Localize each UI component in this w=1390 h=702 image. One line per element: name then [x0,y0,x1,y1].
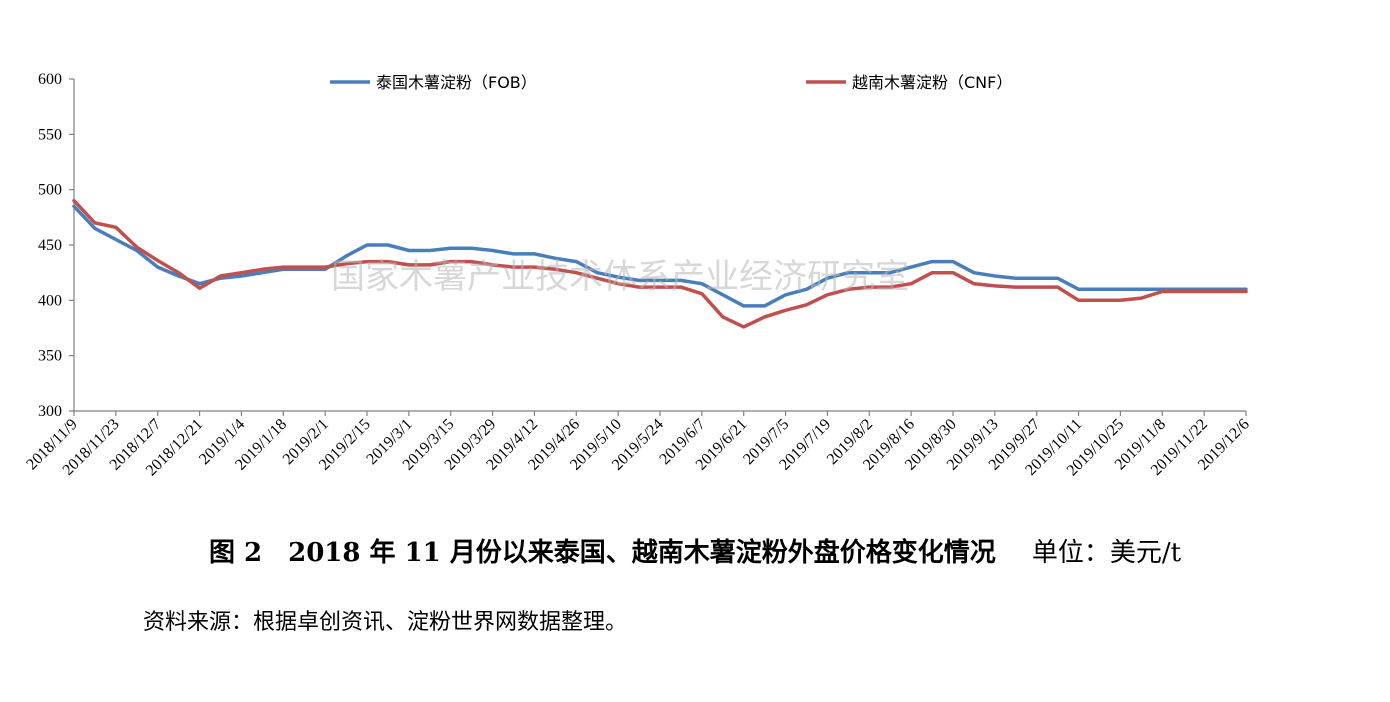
y-axis-ticks: 300 350 400 450 500 550 600 [38,71,74,420]
caption-title: 图 2 2018 年 11 月份以来泰国、越南木薯淀粉外盘价格变化情况 [208,538,996,568]
y-tick-label: 500 [38,182,62,199]
vietnam-series-line [72,198,1248,329]
y-tick-label: 600 [38,71,62,88]
y-tick-label: 300 [38,403,62,420]
figure-caption: 图 2 2018 年 11 月份以来泰国、越南木薯淀粉外盘价格变化情况 单位：美元… [0,532,1390,569]
price-line-chart: 300 350 400 450 500 550 600 2018/11/92018/11/2… [23,71,1253,479]
y-tick-label: 450 [38,237,62,254]
thailand-series-line [72,204,1248,308]
y-tick-label: 550 [38,126,62,143]
chart-axes [73,79,1246,412]
legend-label: 泰国木薯淀粉（FOB） [376,73,537,92]
data-source-note: 资料来源：根据卓创资讯、淀粉世界网数据整理。 [143,610,628,635]
y-tick-label: 350 [38,348,62,365]
watermark-text: 国家木薯产业技术体系产业经济研究室 [331,257,909,297]
series-lines [72,198,1248,329]
y-tick-label: 400 [38,292,62,309]
chart-legend: 泰国木薯淀粉（FOB） 越南木薯淀粉（CNF） [330,73,1012,92]
caption-unit: 单位：美元/t [1031,538,1182,568]
x-axis-ticks: 2018/11/92018/11/232018/12/72018/12/2120… [23,411,1253,479]
legend-label: 越南木薯淀粉（CNF） [852,73,1012,92]
